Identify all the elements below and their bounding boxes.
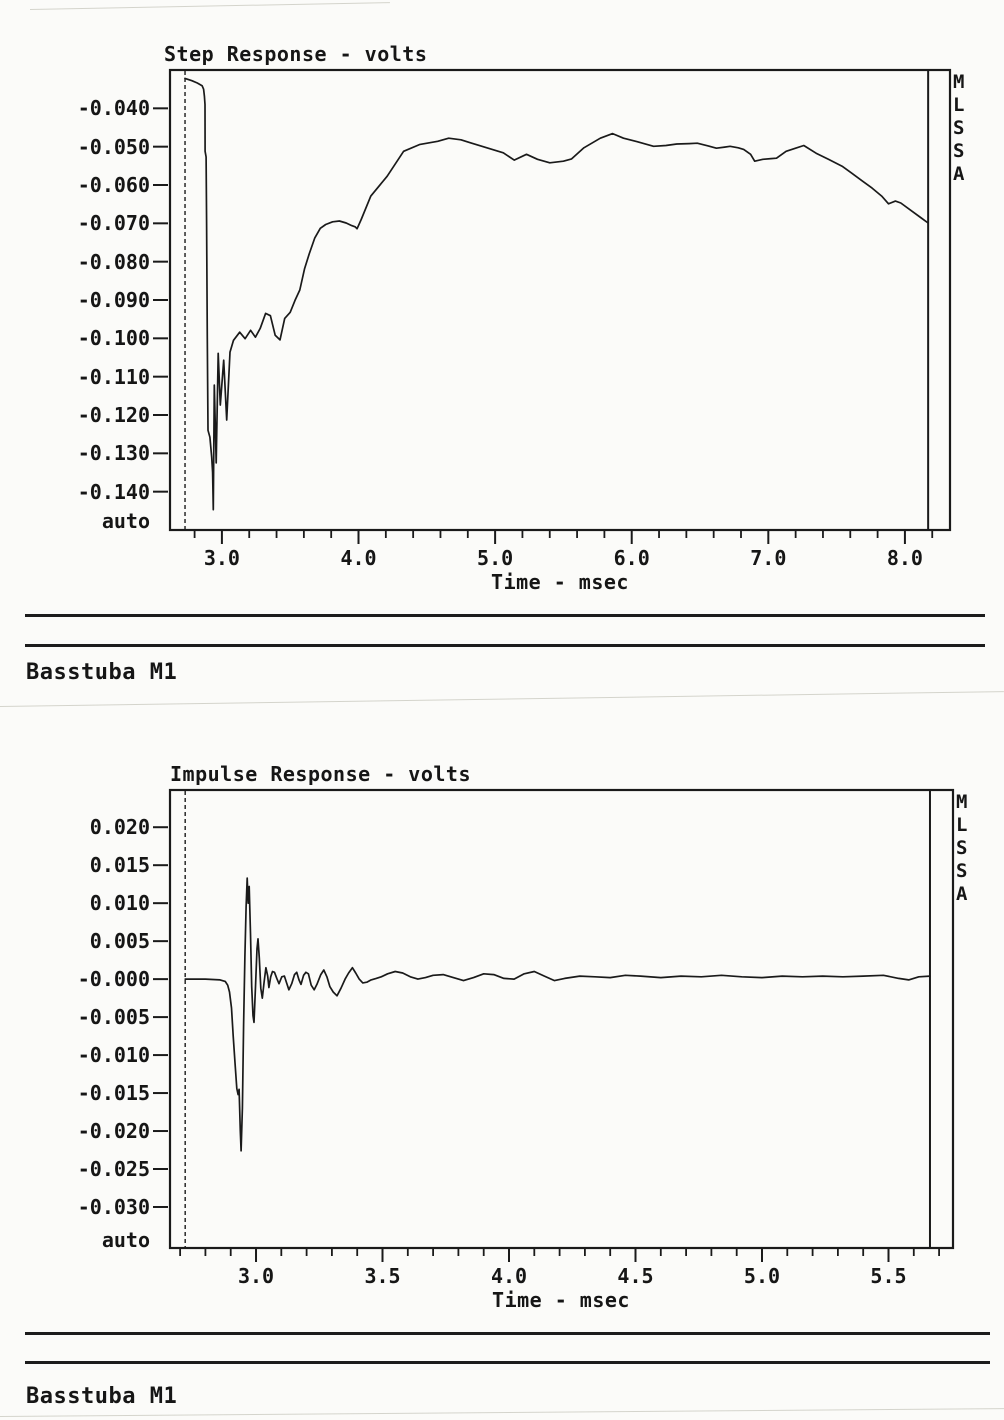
- x-tick-label: 7.0: [750, 546, 787, 570]
- y-tick-label: 0.005: [89, 929, 150, 954]
- y-tick-label: -0.120: [77, 403, 150, 427]
- step-chart-title: Step Response - volts: [164, 42, 428, 66]
- y-tick-label: -0.100: [77, 326, 150, 351]
- y-tick-label: -0.080: [77, 249, 150, 274]
- y-tick-label: -0.110: [77, 364, 150, 389]
- impulse-xaxis-label: Time - msec: [492, 1288, 630, 1312]
- x-tick-label: 3.5: [364, 1264, 401, 1288]
- y-tick-label: -0.040: [77, 96, 150, 121]
- impulse-chart-title: Impulse Response - volts: [170, 762, 471, 786]
- y-tick-label: -0.060: [77, 173, 150, 197]
- step-response-trace: [184, 77, 929, 511]
- x-tick-label: 4.0: [340, 546, 377, 570]
- plot-border: [168, 788, 955, 1250]
- y-tick-label: 0.010: [89, 891, 150, 916]
- step-chart-footer-label: Basstuba M1: [26, 660, 178, 685]
- impulse-chart-footer-label: Basstuba M1: [26, 1384, 178, 1409]
- step-xaxis-label: Time - msec: [491, 570, 629, 594]
- y-tick-label: -0.090: [77, 288, 150, 312]
- y-tick-label: 0.020: [89, 815, 150, 840]
- y-tick-label: -0.070: [77, 211, 150, 236]
- y-tick-label: -0.130: [77, 441, 150, 466]
- plot-border: [168, 68, 952, 532]
- impulse-response-trace: [184, 877, 931, 1152]
- y-tick-label: -0.025: [77, 1157, 150, 1181]
- separator-line: [25, 1361, 990, 1364]
- y-tick-label: -0.020: [77, 1119, 150, 1144]
- y-tick-label: -0.030: [77, 1194, 150, 1219]
- y-tick-label: -0.015: [77, 1081, 150, 1106]
- impulse-yaxis-auto-label: auto: [101, 1228, 150, 1252]
- step-yaxis-auto-label: auto: [101, 509, 150, 533]
- x-tick-label: 6.0: [613, 546, 650, 570]
- separator-line: [25, 644, 985, 647]
- x-tick-label: 8.0: [886, 546, 923, 570]
- x-tick-label: 5.0: [477, 546, 514, 570]
- mlssa-side-label-impulse: M L S S A: [956, 791, 968, 905]
- y-tick-label: -0.000: [77, 967, 150, 992]
- x-tick-label: 3.0: [203, 546, 240, 570]
- y-tick-label: 0.015: [89, 853, 150, 878]
- x-tick-label: 4.0: [490, 1264, 528, 1288]
- x-tick-label: 5.0: [743, 1264, 781, 1288]
- y-tick-label: -0.050: [77, 134, 150, 159]
- x-tick-label: 4.5: [617, 1264, 654, 1288]
- separator-line: [25, 1332, 990, 1335]
- chart-1: [153, 788, 955, 1262]
- x-tick-label: 5.5: [870, 1264, 907, 1288]
- x-tick-label: 3.0: [237, 1264, 275, 1288]
- chart-0: [153, 68, 952, 544]
- mlssa-side-label-step: M L S S A: [953, 71, 965, 185]
- y-tick-label: -0.140: [77, 479, 150, 504]
- y-tick-label: -0.005: [77, 1005, 150, 1030]
- y-tick-label: -0.010: [77, 1043, 150, 1068]
- separator-line: [25, 614, 985, 617]
